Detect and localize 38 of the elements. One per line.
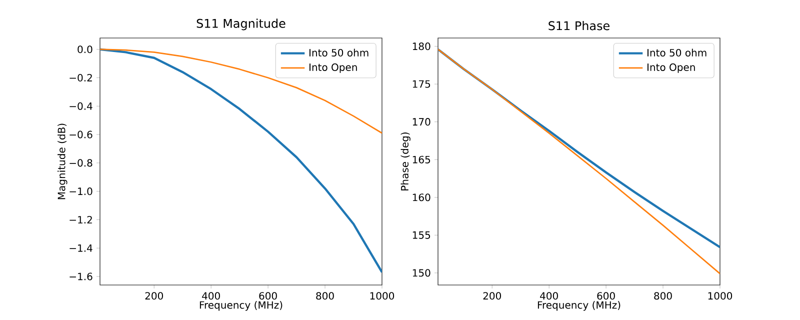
y-tick-label: 150 xyxy=(412,269,430,277)
x-tick-label: 200 xyxy=(145,292,164,300)
y-tick-label: 165 xyxy=(412,156,430,164)
y-tick-label: −1.2 xyxy=(70,216,92,224)
x-tick-label: 800 xyxy=(316,292,334,300)
y-tick-label: −1.6 xyxy=(70,272,92,280)
y-tick-label: −0.4 xyxy=(70,102,92,110)
x-tick-label: 200 xyxy=(483,292,502,300)
x-axis-title: Frequency (MHz) xyxy=(538,301,620,311)
x-tick-label: 600 xyxy=(259,292,277,300)
legend-label: Into Open xyxy=(309,63,357,73)
x-tick-label: 1000 xyxy=(370,292,394,300)
y-tick-label: 0.0 xyxy=(78,46,92,54)
y-tick-label: 170 xyxy=(412,118,430,126)
x-tick-label: 800 xyxy=(654,292,672,300)
y-tick-label: −0.6 xyxy=(70,130,92,138)
chart-title: S11 Phase xyxy=(548,20,610,30)
y-tick-label: −1.0 xyxy=(70,188,92,196)
y-tick-label: −0.2 xyxy=(70,74,92,82)
line-series xyxy=(100,48,382,134)
y-axis-title: Phase (deg) xyxy=(400,132,410,190)
y-tick-label: 175 xyxy=(412,80,430,88)
legend-label: Into 50 ohm xyxy=(309,48,368,56)
legend-label: Into Open xyxy=(648,63,695,73)
x-tick-label: 1000 xyxy=(708,292,732,300)
x-tick-label: 400 xyxy=(540,292,558,300)
line-series xyxy=(100,48,382,274)
y-tick-label: 180 xyxy=(412,42,430,50)
y-tick-label: −1.4 xyxy=(70,244,92,252)
y-tick-label: 160 xyxy=(412,194,430,202)
y-tick-label: −0.8 xyxy=(70,159,92,167)
y-tick-label: 155 xyxy=(412,231,430,239)
legend-label: Into 50 ohm xyxy=(648,48,706,56)
y-axis-title: Magnitude (dB) xyxy=(58,124,68,200)
x-tick-label: 600 xyxy=(597,292,615,300)
x-axis-title: Frequency (MHz) xyxy=(200,301,282,311)
x-tick-label: 400 xyxy=(202,292,220,300)
chart-title: S11 Magnitude xyxy=(196,18,286,30)
